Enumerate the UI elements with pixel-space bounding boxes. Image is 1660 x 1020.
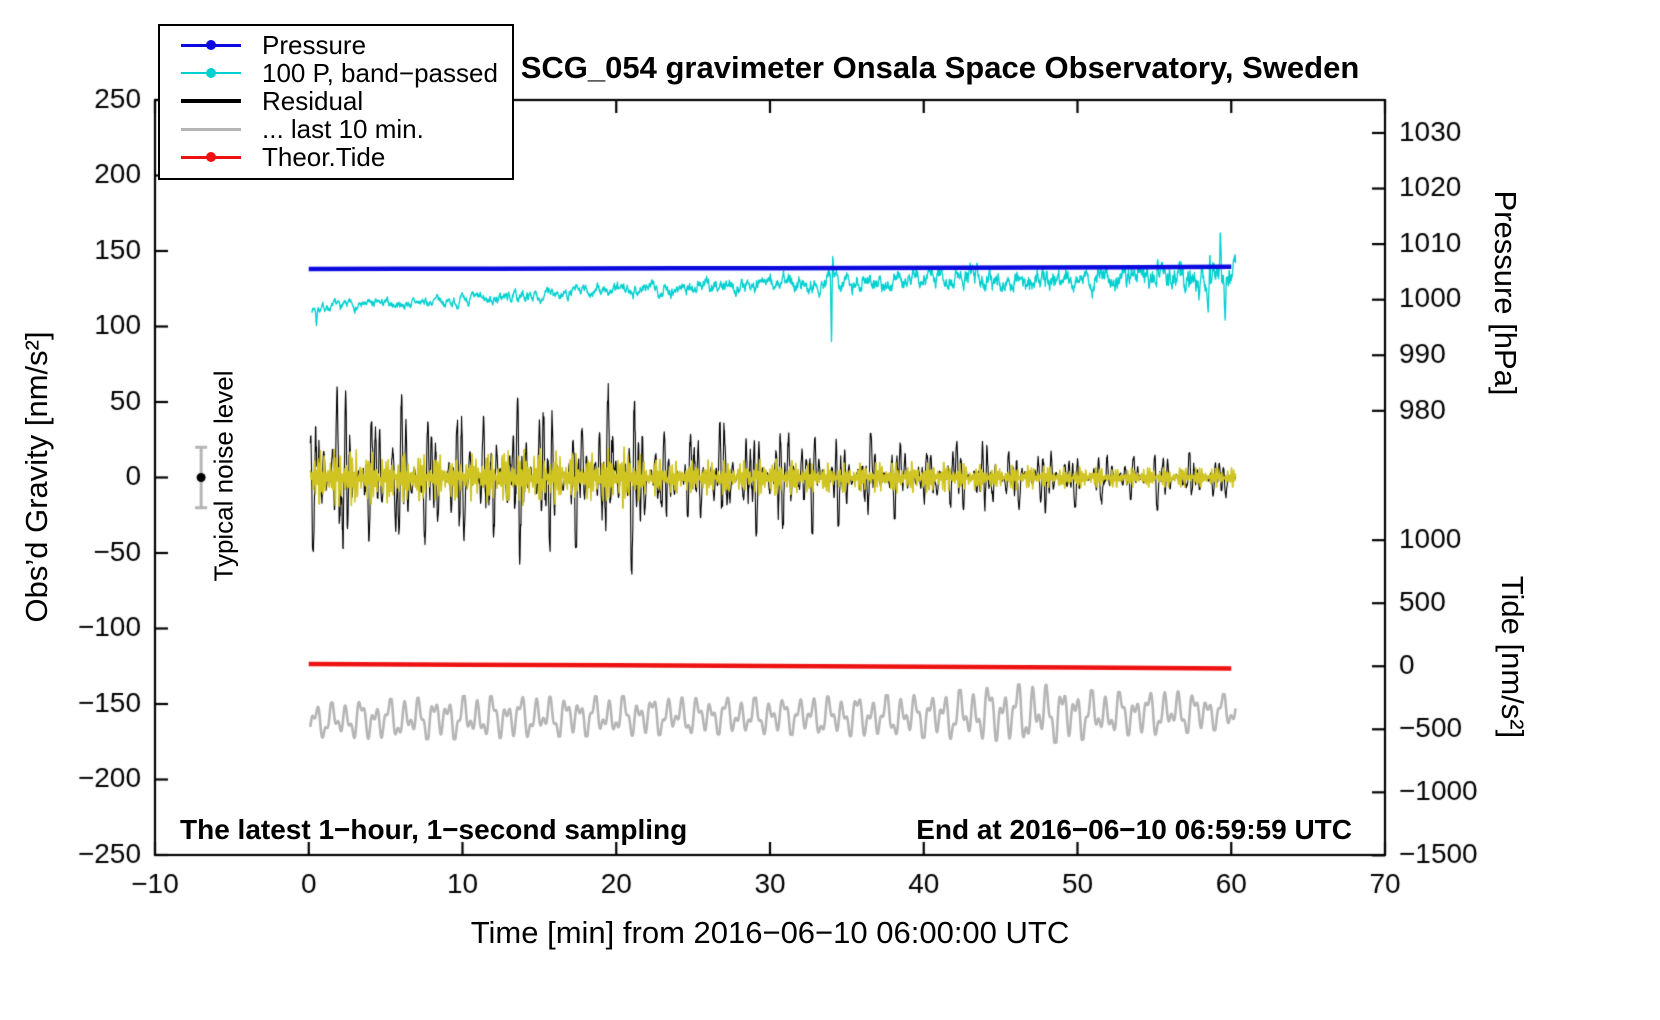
- legend-swatch: [160, 99, 262, 103]
- noise-level-label: Typical noise level: [208, 370, 239, 582]
- left-axis-label: Obs’d Gravity [nm/s²]: [19, 331, 54, 623]
- legend-item: ... last 10 min.: [160, 113, 512, 144]
- legend-item-label: Theor.Tide: [262, 141, 386, 172]
- legend-dot-swatch: [206, 152, 216, 162]
- legend-item: Theor.Tide: [160, 141, 512, 172]
- legend-swatch: [160, 127, 262, 131]
- legend-item-label: 100 P, band−passed: [262, 57, 498, 88]
- legend-line-swatch: [181, 99, 241, 103]
- legend-line-swatch: [181, 127, 241, 131]
- legend-item: Pressure: [160, 29, 512, 60]
- legend-item-label: Pressure: [262, 29, 367, 60]
- chart-title: SCG_054 gravimeter Onsala Space Observat…: [520, 50, 1360, 85]
- x-axis-label: Time [min] from 2016−06−10 06:00:00 UTC: [470, 915, 1070, 950]
- legend-item-label: ... last 10 min.: [262, 113, 424, 144]
- legend-item: Residual: [160, 85, 512, 116]
- end-time-note: End at 2016−06−10 06:59:59 UTC: [916, 814, 1352, 845]
- legend-swatch: [160, 40, 262, 50]
- legend: Pressure 100 P, band−passed Residual ...…: [158, 24, 514, 180]
- legend-item-label: Residual: [262, 85, 364, 116]
- legend-dot-swatch: [206, 40, 216, 50]
- legend-swatch: [160, 68, 262, 78]
- sampling-note: The latest 1−hour, 1−second sampling: [180, 814, 688, 845]
- legend-swatch: [160, 152, 262, 162]
- tide-axis-label: Tide [nm/s²]: [1495, 575, 1530, 739]
- pressure-axis-label: Pressure [hPa]: [1488, 190, 1523, 396]
- legend-dot-swatch: [206, 68, 216, 78]
- legend-item: 100 P, band−passed: [160, 57, 512, 88]
